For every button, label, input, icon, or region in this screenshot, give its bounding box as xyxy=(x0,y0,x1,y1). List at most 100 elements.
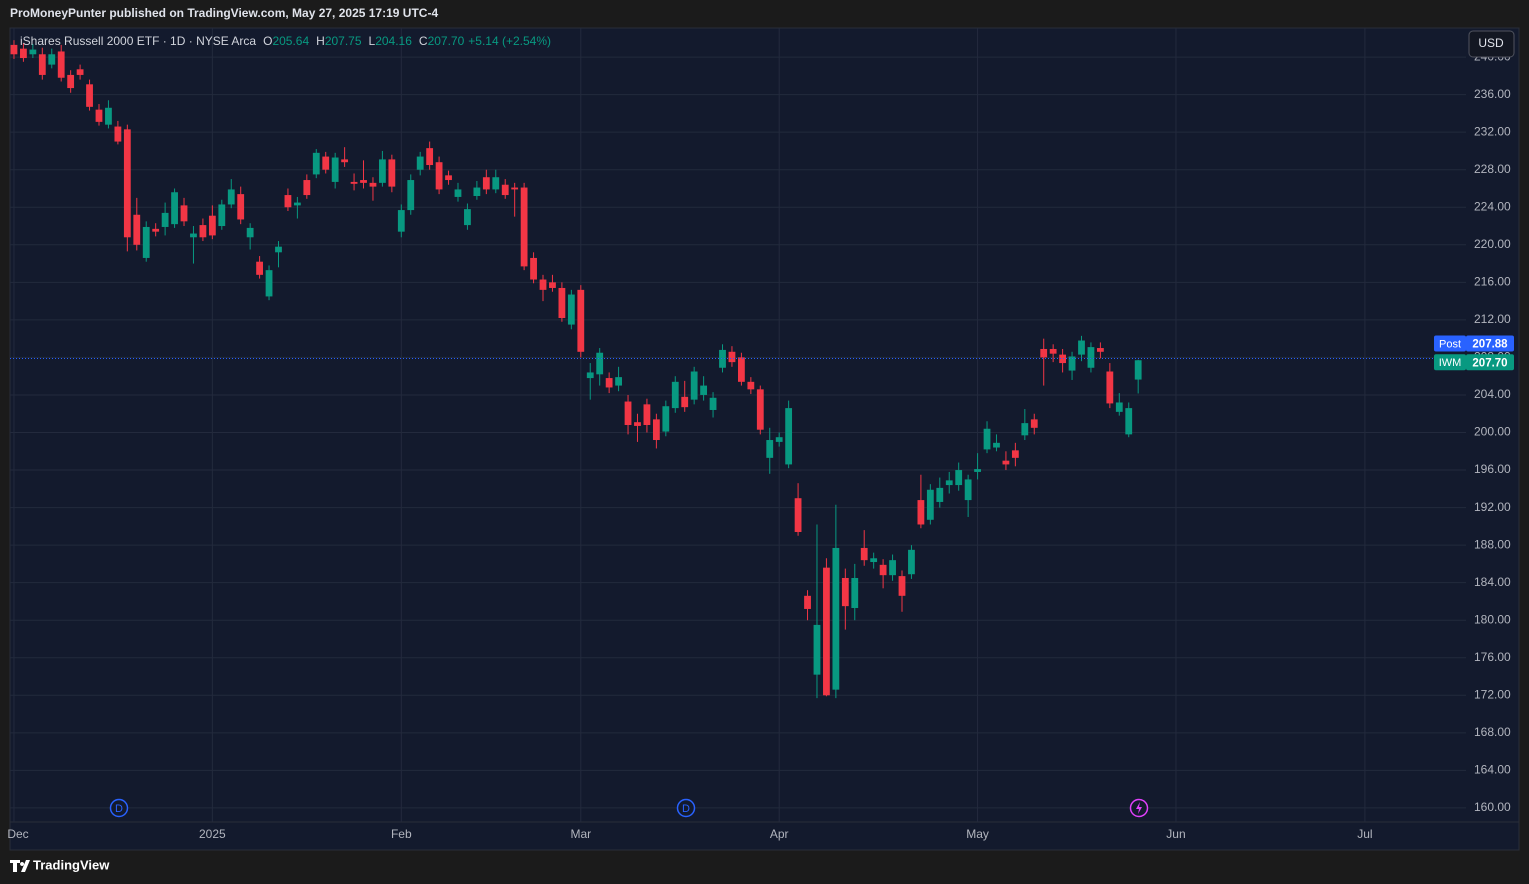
logo-mark xyxy=(10,860,30,872)
candle-body xyxy=(312,152,320,175)
y-tick-label: 220.00 xyxy=(1474,237,1511,251)
candle-body xyxy=(1087,347,1095,368)
candle-body xyxy=(955,470,963,486)
candle-body xyxy=(794,498,802,532)
footer-logo xyxy=(10,860,30,872)
candle-body xyxy=(539,279,547,290)
candle-body xyxy=(246,227,254,238)
ohlc-value: 204.16 xyxy=(375,34,412,48)
candle-body xyxy=(1030,419,1038,428)
candle-body xyxy=(1021,423,1029,436)
event-label[interactable]: D xyxy=(115,803,123,815)
currency-button[interactable] xyxy=(1468,30,1515,58)
y-tick-label: 164.00 xyxy=(1474,763,1511,777)
candle-body xyxy=(473,187,481,196)
candle-body xyxy=(993,442,1000,448)
ohlc-value: 207.75 xyxy=(325,34,362,48)
candle-body xyxy=(142,226,150,258)
candle-body xyxy=(766,440,774,458)
candle-body xyxy=(804,595,811,609)
candle-body xyxy=(530,257,537,280)
plot xyxy=(10,28,1466,822)
y-tick-label: 188.00 xyxy=(1474,537,1511,551)
candle-body xyxy=(615,377,622,386)
candle-body xyxy=(577,289,585,352)
candle-body xyxy=(936,487,944,502)
candle-body xyxy=(501,184,509,196)
candle-body xyxy=(227,189,235,205)
y-tick-label: 168.00 xyxy=(1474,725,1511,739)
event-d-1[interactable]: D xyxy=(109,798,129,818)
candle-body xyxy=(482,177,490,190)
y-tick-label: 216.00 xyxy=(1474,275,1511,289)
candle-body xyxy=(331,157,339,182)
price-tag-value: 207.88 xyxy=(1472,339,1508,351)
candle-body xyxy=(454,189,462,197)
change: +5.14 (+2.54%) xyxy=(468,34,551,48)
x-tick-label: Dec xyxy=(7,827,28,841)
candle-body xyxy=(293,202,301,206)
candle-body xyxy=(76,69,84,75)
candle-body xyxy=(86,84,93,107)
y-tick-label: 196.00 xyxy=(1474,462,1511,476)
candle-body xyxy=(756,389,764,430)
candle-body xyxy=(709,397,717,410)
candle-body xyxy=(974,469,981,472)
candle-body xyxy=(1068,356,1076,371)
event-label[interactable]: D xyxy=(682,803,690,815)
candle-body xyxy=(114,126,122,142)
candle-body xyxy=(511,187,519,190)
x-tick-label: May xyxy=(966,827,989,841)
symbol: iShares Russell 2000 ETF · 1D · NYSE Arc… xyxy=(20,34,256,48)
y-tick-label: 160.00 xyxy=(1474,800,1511,814)
bolt xyxy=(1136,802,1142,814)
candle-body xyxy=(199,225,207,238)
candle-body xyxy=(1078,340,1085,355)
event-icon[interactable] xyxy=(109,798,129,818)
candle-body xyxy=(1002,460,1010,465)
candle-body xyxy=(360,180,367,183)
candle-body xyxy=(520,187,528,267)
ohlc-key: C xyxy=(419,34,428,48)
candle-body xyxy=(180,205,188,222)
price-tag-name: Post xyxy=(1439,338,1461,350)
candle-body xyxy=(1049,348,1057,354)
candle-body xyxy=(67,74,75,89)
candle-body xyxy=(407,180,415,211)
candle-body xyxy=(105,107,112,125)
candle-body xyxy=(983,428,991,450)
ohlc-key: H xyxy=(316,34,325,48)
candle-body xyxy=(1106,371,1114,404)
candle-body xyxy=(662,406,670,432)
event-icon[interactable] xyxy=(676,798,696,818)
currency[interactable]: USD xyxy=(1478,36,1504,50)
candle-body xyxy=(10,44,18,55)
price-tag-value-bg xyxy=(1466,335,1514,352)
candle-body xyxy=(841,577,849,607)
price-tag-name-bg xyxy=(1434,335,1466,352)
candle-body xyxy=(341,159,349,163)
candle-body xyxy=(464,209,471,226)
candle-body xyxy=(785,408,793,465)
price-tag-name: IWM xyxy=(1439,357,1462,369)
x-tick-label: Feb xyxy=(391,827,412,841)
earnings-icon[interactable] xyxy=(1129,798,1149,818)
candle-body xyxy=(29,49,37,55)
candle-body xyxy=(303,180,311,196)
candle-body xyxy=(964,479,972,501)
x-tick-label: 2025 xyxy=(199,827,226,841)
candle-body xyxy=(851,577,859,609)
candle-body xyxy=(133,214,141,245)
candle-body xyxy=(832,547,840,690)
brand: TradingView xyxy=(33,857,110,872)
candle-body xyxy=(643,404,651,425)
price-tag-name-bg xyxy=(1434,354,1466,371)
candle-body xyxy=(123,129,131,238)
candle-body xyxy=(218,204,226,227)
event-d-2[interactable]: D xyxy=(676,798,696,818)
y-tick-label: 212.00 xyxy=(1474,312,1511,326)
candle-body xyxy=(870,558,878,563)
candle-body xyxy=(945,480,953,486)
